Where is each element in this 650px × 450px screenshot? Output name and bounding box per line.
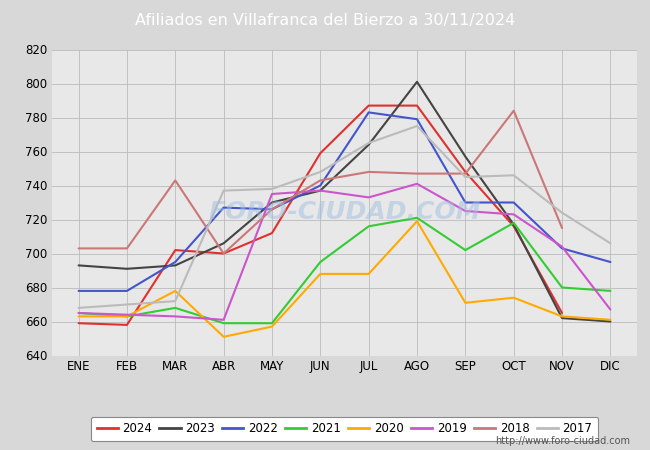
Text: http://www.foro-ciudad.com: http://www.foro-ciudad.com	[495, 436, 630, 446]
Legend: 2024, 2023, 2022, 2021, 2020, 2019, 2018, 2017: 2024, 2023, 2022, 2021, 2020, 2019, 2018…	[90, 417, 599, 441]
Text: FORO-CIUDAD.COM: FORO-CIUDAD.COM	[208, 200, 481, 224]
Text: Afiliados en Villafranca del Bierzo a 30/11/2024: Afiliados en Villafranca del Bierzo a 30…	[135, 13, 515, 28]
